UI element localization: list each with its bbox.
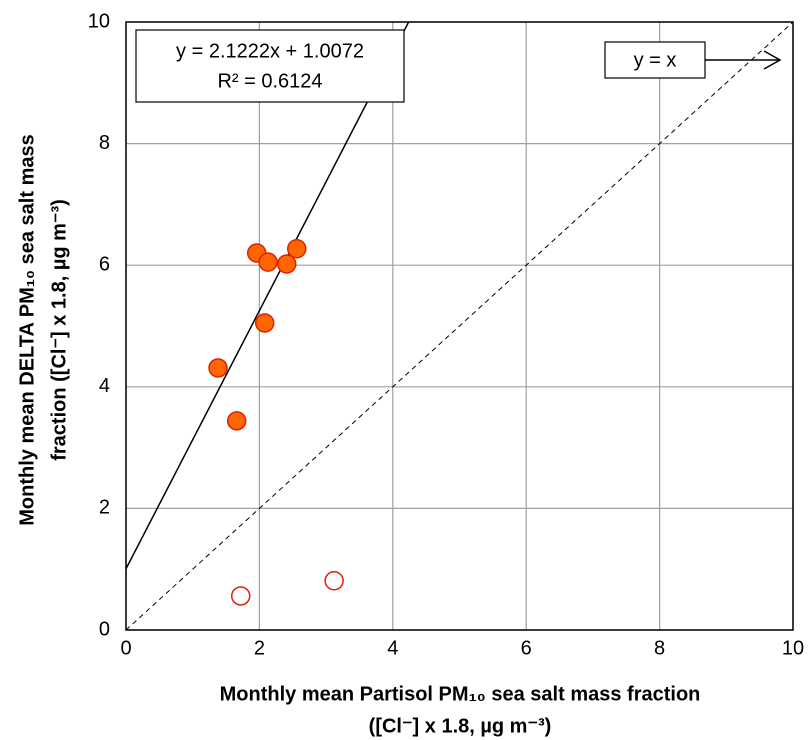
y-tick-label: 6 <box>99 253 110 275</box>
y-tick-label: 0 <box>99 618 110 640</box>
x-tick-label: 0 <box>120 637 131 659</box>
x-axis-label: Monthly mean Partisol PM₁₀ sea salt mass… <box>220 683 701 705</box>
y-axis-label: Monthly mean DELTA PM₁₀ sea salt mass <box>16 134 38 525</box>
x-tick-label: 4 <box>387 637 398 659</box>
y-tick-label: 10 <box>88 10 110 32</box>
reference-label: y = x <box>634 49 677 71</box>
equation: y = 2.1222x + 1.0072 <box>176 40 364 62</box>
plot-frame <box>125 21 794 631</box>
trendline <box>126 22 410 570</box>
y-tick-label: 8 <box>99 132 110 154</box>
x-tick-label: 2 <box>254 637 265 659</box>
point <box>208 358 228 378</box>
y-tick-label: 2 <box>99 497 110 519</box>
x-tick-label: 8 <box>654 637 665 659</box>
x-tick-label: 6 <box>521 637 532 659</box>
point <box>254 313 275 333</box>
point <box>324 571 344 591</box>
x-axis-label: ([Cl⁻] x 1.8, µg m⁻³) <box>369 715 552 737</box>
point <box>258 252 278 272</box>
arrow-head <box>763 50 782 70</box>
y-tick-label: 4 <box>99 375 110 397</box>
y-axis-label: fraction ([Cl⁻] x 1.8, µg m⁻³) <box>48 199 70 461</box>
equation-box <box>135 29 405 103</box>
x-tick-label: 10 <box>782 637 804 659</box>
point <box>226 411 247 431</box>
point <box>276 254 297 274</box>
point <box>287 239 307 259</box>
reference-box <box>604 41 706 79</box>
reference-line <box>126 22 793 630</box>
r-squared: R² = 0.6124 <box>217 70 322 92</box>
point <box>230 586 251 606</box>
